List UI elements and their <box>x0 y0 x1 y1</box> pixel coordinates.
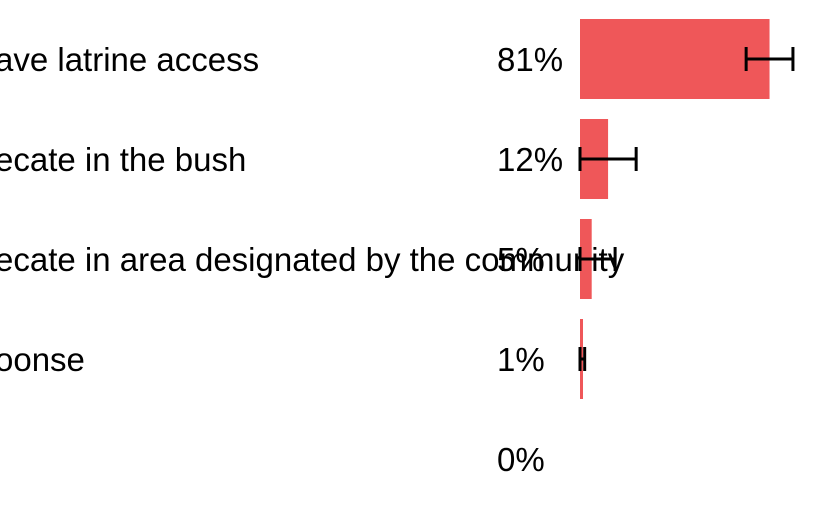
value-label: 12% <box>497 141 563 178</box>
error-bar <box>744 47 795 71</box>
error-bar <box>578 147 638 171</box>
error-bar <box>578 347 587 371</box>
category-label: ave latrine access <box>0 41 259 78</box>
value-label: 5% <box>497 241 545 278</box>
error-bar <box>578 247 617 271</box>
value-label: 0% <box>497 441 545 478</box>
value-label: 1% <box>497 341 545 378</box>
bar <box>580 19 770 99</box>
category-label: ecate in area designated by the communit… <box>0 241 625 278</box>
category-label: ecate in the bush <box>0 141 246 178</box>
value-label: 81% <box>497 41 563 78</box>
category-label: oonse <box>0 341 85 378</box>
